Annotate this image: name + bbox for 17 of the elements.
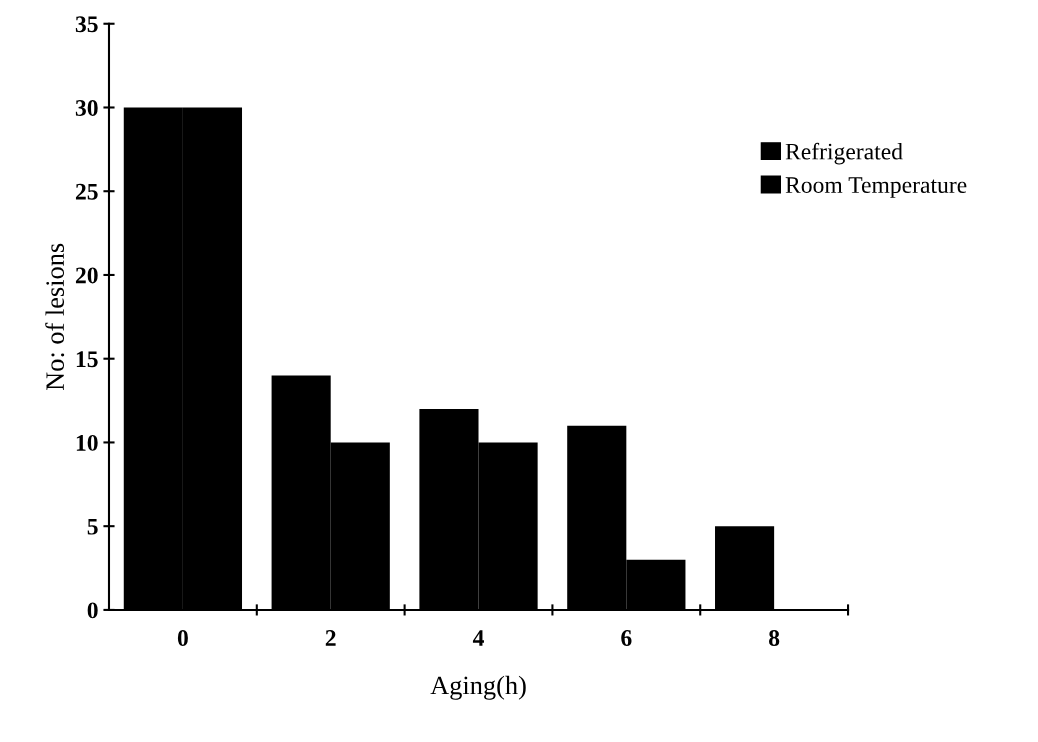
y-tick-label: 15 [76, 351, 98, 368]
legend-label: Room Temperature [785, 177, 967, 198]
y-tick-label: 25 [75, 183, 98, 200]
y-tick-label: 30 [75, 99, 98, 116]
x-tick-label: 0 [177, 630, 188, 646]
y-tick-label: 0 [87, 602, 98, 619]
x-tick-label: 2 [325, 630, 336, 646]
x-tick-label: 8 [769, 630, 780, 646]
y-axis-title: No: of lesions [45, 243, 65, 391]
legend-label: Refrigerated [785, 142, 903, 165]
x-tick-label: 4 [472, 630, 484, 646]
y-tick-label: 10 [76, 434, 98, 451]
y-tick-label: 35 [75, 16, 98, 33]
y-tick-label: 20 [75, 267, 98, 284]
x-axis-title: Aging(h) [430, 675, 526, 700]
y-tick-label: 5 [87, 518, 98, 535]
x-tick-label: 6 [621, 630, 632, 646]
